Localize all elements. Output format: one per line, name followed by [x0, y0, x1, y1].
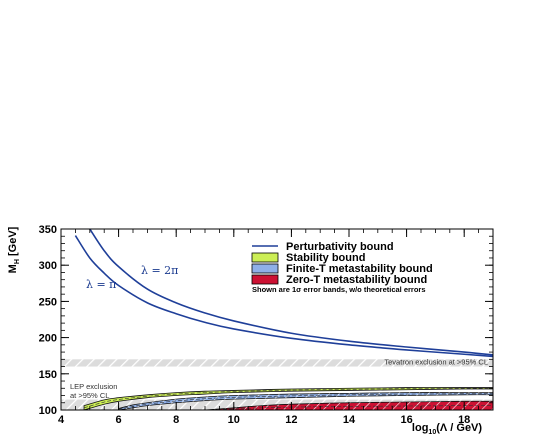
band-0 [83, 387, 493, 410]
legend-swatch-stab [251, 252, 279, 263]
x-tick-label-14: 14 [343, 414, 356, 426]
y-axis-title-unit: [GeV] [7, 226, 19, 259]
x-tick-label-10: 10 [228, 414, 240, 426]
lep-label-1: at >95% CL [70, 391, 109, 400]
legend-label-stab: Stability bound [286, 252, 365, 264]
x-axis-title-sub: 10 [428, 429, 436, 436]
legend-swatch-finite [251, 263, 279, 274]
perturbativity-lines [74, 229, 493, 358]
x-tick-label-12: 12 [285, 414, 297, 426]
x-tick-label-6: 6 [116, 414, 122, 426]
axes: 4 6 8 10 12 14 16 18 100 150 200 250 300 350 [39, 224, 494, 426]
y-axis-title-sub: H [14, 259, 21, 264]
lep-label-0: LEP exclusion [70, 382, 117, 391]
x-tick-label-4: 4 [58, 414, 65, 426]
y-tick-label-300: 300 [39, 260, 57, 272]
x-axis-title-main: log [412, 422, 429, 434]
tevatron-label: Tevatron exclusion at >95% CL [384, 358, 488, 367]
legend-label-finite: Finite-T metastability bound [286, 263, 433, 275]
perturbativity-line-0 [74, 235, 493, 358]
band-center-1 [118, 393, 493, 410]
legend-label-pert: Perturbativity bound [286, 241, 394, 253]
legend-label-zero: Zero-T metastability bound [286, 274, 427, 286]
x-axis-title: log10(Λ / GeV) [412, 422, 482, 436]
y-tick-label-200: 200 [39, 333, 57, 345]
curve-label-lambda-2pi: λ = 2π [141, 264, 178, 277]
legend-swatch-zero [251, 274, 279, 285]
perturbativity-line-1 [89, 229, 493, 356]
y-tick-label-350: 350 [39, 224, 57, 236]
x-tick-label-8: 8 [173, 414, 179, 426]
y-axis-title: MH [GeV] [7, 226, 21, 273]
y-tick-label-150: 150 [39, 369, 57, 381]
y-axis-title-main: M [7, 264, 19, 273]
x-axis-title-rest: (Λ / GeV) [436, 422, 482, 434]
curve-label-lambda-pi: λ = π [86, 278, 116, 291]
y-tick-label-100: 100 [39, 405, 57, 417]
y-tick-label-250: 250 [39, 296, 57, 308]
band-center-0 [83, 387, 493, 409]
exclusion-band-0 [61, 359, 493, 367]
band-hatch-1 [118, 392, 493, 410]
x-tick-label-18: 18 [458, 414, 470, 426]
band-center-2 [204, 405, 493, 410]
legend-note: Shown are 1σ error bands, w/o theoretica… [252, 285, 426, 294]
x-tick-label-16: 16 [400, 414, 412, 426]
